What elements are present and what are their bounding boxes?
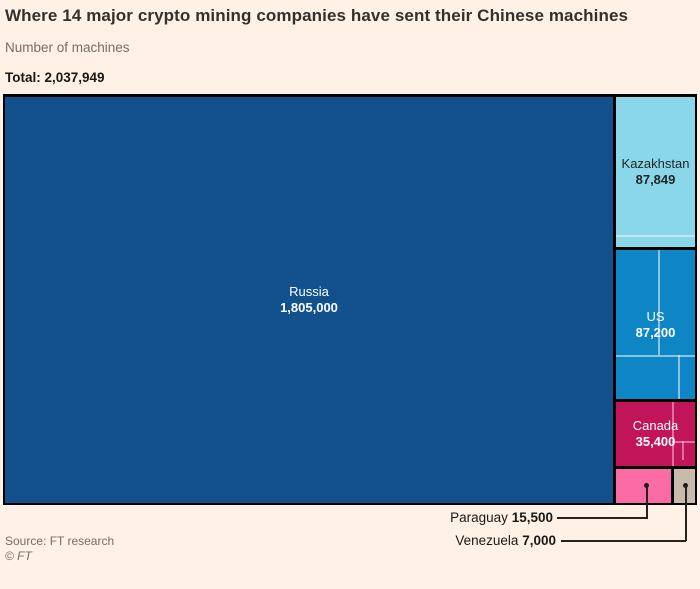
treemap-block-russia: Russia 1,805,000 <box>5 97 613 503</box>
paraguay-leader-line <box>557 517 648 519</box>
country-name: Russia <box>289 284 329 299</box>
block-label-russia: Russia 1,805,000 <box>280 284 338 316</box>
company-divider-canada <box>682 441 684 460</box>
company-divider-us <box>658 250 660 355</box>
country-name: Kazakhstan <box>621 156 690 171</box>
source-credit: Source: FT research <box>5 534 115 548</box>
block-label-kazakhstan: Kazakhstan 87,849 <box>622 156 690 188</box>
country-name: US <box>646 308 665 324</box>
country-name: Canada <box>632 418 679 433</box>
company-divider-canada <box>672 402 674 466</box>
treemap-block-us: US 87,200 <box>616 250 695 399</box>
ft-copyright: © FT <box>5 549 32 563</box>
country-value: 1,805,000 <box>280 300 338 315</box>
country-name: Paraguay <box>450 510 508 525</box>
company-divider-canada <box>672 441 695 443</box>
block-label-venezuela: Venezuela 7,000 <box>350 533 556 548</box>
block-label-paraguay: Paraguay 15,500 <box>350 510 553 525</box>
country-value: 35,400 <box>635 434 676 449</box>
paraguay-anchor-dot <box>644 483 649 488</box>
total-machines-label: Total: 2,037,949 <box>5 70 105 85</box>
country-value: 87,849 <box>635 172 676 187</box>
country-value: 15,500 <box>511 510 553 525</box>
treemap-chart: Russia 1,805,000 Kazakhstan 87,849 US 87… <box>3 94 697 505</box>
treemap-block-canada: Canada 35,400 <box>616 402 695 466</box>
treemap-block-kazakhstan: Kazakhstan 87,849 <box>616 97 695 247</box>
venezuela-leader-line <box>561 540 686 542</box>
company-divider-us <box>616 355 695 357</box>
venezuela-leader-line <box>685 486 687 541</box>
chart-title: Where 14 major crypto mining companies h… <box>5 6 629 25</box>
treemap-block-paraguay <box>616 469 671 503</box>
country-value: 87,200 <box>635 324 676 340</box>
chart-subtitle: Number of machines <box>5 40 130 55</box>
country-name: Venezuela <box>455 533 519 548</box>
company-divider-kazakhstan <box>616 235 695 237</box>
company-divider-us <box>678 355 680 399</box>
paraguay-leader-line <box>646 486 648 518</box>
block-label-canada: Canada 35,400 <box>633 418 679 450</box>
block-label-us: US 87,200 <box>636 309 676 341</box>
venezuela-anchor-dot <box>683 483 688 488</box>
country-value: 7,000 <box>522 533 556 548</box>
